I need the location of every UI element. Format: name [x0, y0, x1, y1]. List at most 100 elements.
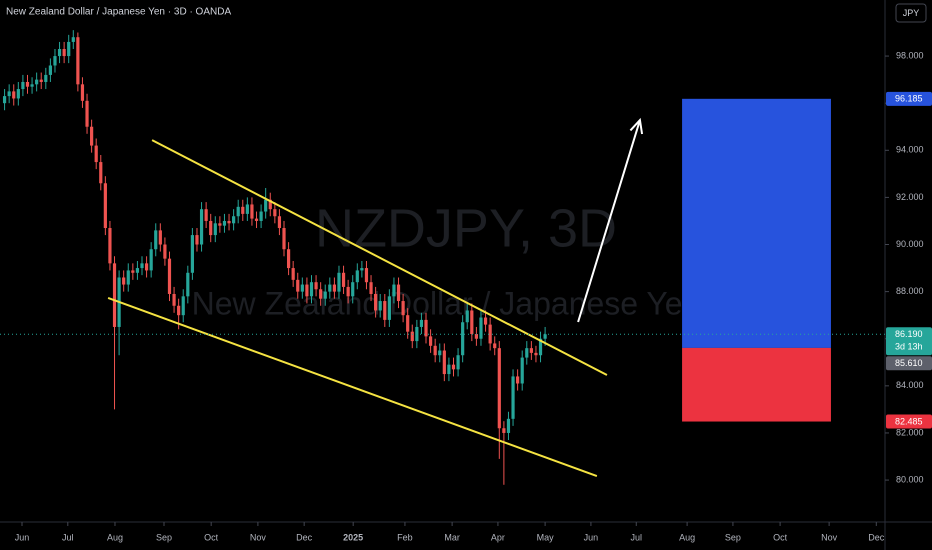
candle-body — [76, 37, 80, 85]
candle-body — [154, 230, 158, 250]
currency-button[interactable] — [895, 3, 927, 23]
candle-body — [163, 244, 167, 259]
candle-body — [57, 48, 62, 57]
candle-body — [369, 282, 373, 294]
candle-body — [181, 296, 185, 316]
candle-body — [428, 336, 433, 346]
x-tick-label: Jun — [584, 532, 599, 542]
candle-body — [7, 91, 11, 97]
candle-body — [451, 364, 456, 370]
candle-body — [516, 376, 520, 384]
candle-body — [140, 263, 144, 269]
candle-body — [172, 293, 176, 306]
candle-body — [506, 418, 511, 433]
candle-body — [204, 209, 208, 221]
candle-body — [149, 249, 153, 271]
candle-body — [328, 284, 332, 292]
candle-body — [268, 199, 272, 210]
candle-body — [122, 277, 126, 285]
candle-body — [90, 126, 94, 146]
candle-body — [213, 223, 217, 236]
candle-body — [538, 338, 543, 356]
candle-body — [305, 284, 309, 297]
candle-body — [277, 216, 282, 229]
candle-body — [126, 270, 130, 285]
candle-body — [461, 322, 465, 356]
candle-body — [108, 228, 112, 264]
candle-body — [364, 268, 369, 283]
candle-body — [424, 319, 428, 337]
candle-body — [456, 355, 460, 370]
candle-body — [525, 348, 529, 358]
candle-body — [35, 79, 39, 85]
candle-body — [438, 350, 442, 356]
candle-body — [543, 334, 547, 339]
candle-body — [383, 301, 387, 320]
candle-body — [374, 293, 378, 311]
y-tick-label: 84.000 — [896, 380, 924, 390]
candle-body — [167, 258, 172, 294]
candle-body — [529, 348, 533, 353]
entry-tag: 85.610 — [895, 358, 923, 368]
watermark-symbol: NZDJPY, 3D — [315, 198, 617, 258]
candle-body — [323, 291, 327, 299]
candle-body — [447, 364, 451, 375]
candle-body — [534, 352, 538, 356]
candle-body — [502, 428, 506, 433]
candle-body — [341, 272, 346, 287]
candle-body — [195, 235, 199, 245]
candle-body — [209, 220, 213, 236]
candle-body — [314, 282, 318, 290]
candle-body — [401, 301, 405, 316]
candle-body — [470, 310, 474, 335]
candle-body — [511, 376, 515, 419]
currency-button-label[interactable]: JPY — [903, 8, 920, 18]
candle-body — [158, 230, 162, 245]
loss-zone — [682, 347, 831, 422]
candle-body — [465, 310, 469, 323]
candle-body — [493, 343, 497, 349]
candle-body — [291, 268, 295, 280]
candle-body — [241, 206, 245, 214]
arrow-head — [629, 117, 644, 135]
candle-body — [186, 272, 190, 297]
candle-body — [80, 84, 85, 101]
x-tick-label: Nov — [821, 532, 838, 542]
candle-body — [112, 263, 117, 327]
x-tick-label: Sep — [156, 532, 172, 542]
candle-body — [218, 223, 222, 226]
candle-body — [355, 270, 359, 283]
x-tick-label: Dec — [296, 532, 313, 542]
candle-body — [497, 348, 501, 429]
candle-body — [71, 37, 75, 42]
x-tick-label: Jun — [15, 532, 30, 542]
candle-body — [296, 279, 300, 292]
candle-body — [337, 272, 341, 292]
x-tick-label: Aug — [107, 532, 123, 542]
y-tick-label: 88.000 — [896, 286, 924, 296]
x-tick-label: May — [537, 532, 555, 542]
x-tick-label: Dec — [868, 532, 885, 542]
candle-body — [319, 289, 323, 299]
candle-body — [300, 284, 304, 292]
y-tick-label: 94.000 — [896, 145, 924, 155]
candle-body — [135, 268, 140, 273]
candle-body — [25, 81, 30, 87]
last-price-tag: 86.190 — [895, 329, 923, 339]
y-tick-label: 92.000 — [896, 192, 924, 202]
candle-body — [222, 220, 227, 226]
x-tick-label: Sep — [725, 532, 741, 542]
candle-body — [433, 345, 437, 356]
candle-body — [245, 204, 249, 214]
candle-body — [387, 296, 391, 320]
candle-body — [144, 263, 149, 271]
arrow — [577, 119, 641, 323]
trendline — [107, 297, 598, 478]
candle-body — [190, 235, 194, 273]
candle-body — [286, 249, 291, 269]
candle-body — [103, 183, 107, 229]
candle-body — [2, 96, 7, 104]
candle-body — [254, 218, 259, 221]
candle-body — [406, 315, 410, 332]
